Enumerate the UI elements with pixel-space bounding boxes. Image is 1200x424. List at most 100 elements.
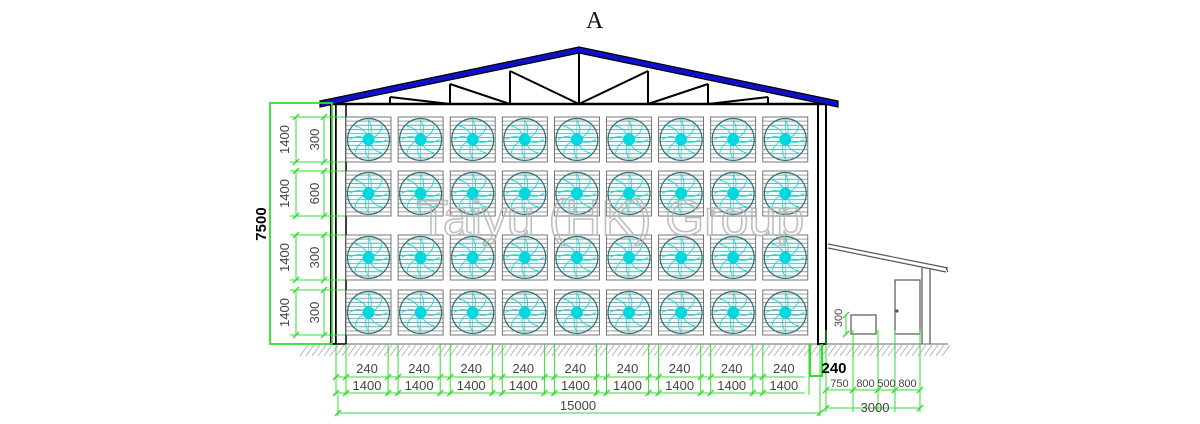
fan-hub bbox=[362, 306, 375, 319]
exhaust-fan bbox=[606, 170, 652, 217]
fan-hub bbox=[675, 251, 688, 264]
exhaust-fan bbox=[501, 116, 548, 163]
fan-hub bbox=[466, 251, 479, 264]
dimension-value: 240 bbox=[669, 361, 691, 376]
dimension-value: 1400 bbox=[457, 378, 486, 393]
exhaust-fan bbox=[501, 234, 548, 281]
exhaust-fan bbox=[397, 289, 444, 336]
dimension-value: 240 bbox=[617, 361, 639, 376]
fan-hub bbox=[362, 187, 375, 200]
fan-hub bbox=[779, 187, 792, 200]
dimension-value: 1400 bbox=[277, 298, 292, 327]
fan-hub bbox=[623, 187, 635, 200]
fan-hub bbox=[623, 251, 635, 264]
exhaust-fan bbox=[606, 234, 652, 281]
dimension-lines bbox=[269, 102, 924, 417]
exhaust-fan bbox=[449, 234, 496, 281]
exhaust-fan bbox=[345, 289, 392, 336]
fan-hub bbox=[779, 251, 792, 264]
fan-hub bbox=[414, 187, 427, 200]
fan-hub bbox=[466, 306, 479, 319]
fan-hub bbox=[414, 251, 427, 264]
annex-segment-value: 800 bbox=[898, 378, 916, 390]
exhaust-fan bbox=[397, 170, 444, 217]
dimension-value: 1400 bbox=[277, 125, 292, 154]
exhaust-fan bbox=[554, 170, 600, 217]
exhaust-fan bbox=[762, 170, 809, 217]
dimension-value: 1400 bbox=[353, 378, 382, 393]
exhaust-fan bbox=[554, 289, 600, 336]
fan-hub bbox=[570, 306, 583, 319]
watermark-text: Taiyu (HK) Group bbox=[418, 190, 804, 246]
exhaust-fan bbox=[501, 289, 548, 336]
dimension-value: 240 bbox=[356, 361, 378, 376]
exhaust-fan bbox=[710, 116, 757, 163]
exhaust-fan bbox=[449, 116, 496, 163]
dimension-value: 1400 bbox=[509, 378, 538, 393]
fan-grid bbox=[345, 116, 809, 336]
annex-door bbox=[894, 279, 921, 335]
fan-hub bbox=[414, 133, 427, 146]
dimension-value: 240 bbox=[721, 361, 743, 376]
dimension-value: 300 bbox=[307, 247, 322, 269]
fan-hub bbox=[727, 187, 740, 200]
exhaust-fan bbox=[658, 289, 704, 336]
fan-hub bbox=[779, 306, 792, 319]
exhaust-fan bbox=[762, 289, 809, 336]
dimension-value: 1400 bbox=[277, 243, 292, 272]
exhaust-fan bbox=[762, 234, 809, 281]
exhaust-fan bbox=[658, 170, 704, 217]
exhaust-fan bbox=[710, 289, 757, 336]
dimension-value: 600 bbox=[307, 183, 322, 205]
fan-hub bbox=[675, 306, 688, 319]
roof bbox=[319, 46, 839, 108]
dimension-value: 1400 bbox=[665, 378, 694, 393]
fan-hub bbox=[727, 306, 740, 319]
exhaust-fan bbox=[658, 234, 704, 281]
dimension-labels: 1400 300 1400 600 1400 300 1400 300 240 1400 240 14… bbox=[277, 125, 917, 393]
fan-hub bbox=[518, 133, 531, 146]
exhaust-fan bbox=[710, 170, 757, 217]
fan-hub bbox=[570, 251, 583, 264]
fan-hub bbox=[518, 251, 531, 264]
overall-height-label: 7500 bbox=[253, 207, 270, 240]
fan-hub bbox=[466, 187, 479, 200]
fan-hub bbox=[675, 187, 688, 200]
building-structure bbox=[319, 46, 839, 345]
overall-width-label: 15000 bbox=[560, 398, 596, 413]
dimension-value: 240 bbox=[565, 361, 587, 376]
ground-hatch bbox=[299, 343, 951, 357]
exhaust-fan bbox=[606, 289, 652, 336]
exhaust-fan bbox=[554, 116, 600, 163]
dimension-value: 1400 bbox=[405, 378, 434, 393]
view-label: A bbox=[586, 8, 604, 34]
fan-hub bbox=[414, 306, 427, 319]
fan-hub bbox=[623, 133, 635, 146]
annex-width-label: 3000 bbox=[861, 400, 890, 415]
dimension-value: 240 bbox=[512, 361, 534, 376]
fan-hub bbox=[362, 251, 375, 264]
roof-truss bbox=[389, 52, 769, 105]
fan-hub bbox=[570, 187, 583, 200]
dimension-value: 1400 bbox=[277, 179, 292, 208]
fan-hub bbox=[675, 133, 688, 146]
exhaust-fan bbox=[554, 234, 600, 281]
exhaust-fan bbox=[762, 116, 809, 163]
dimension-value: 300 bbox=[307, 129, 322, 151]
dimension-value: 1400 bbox=[561, 378, 590, 393]
exhaust-fan bbox=[449, 289, 496, 336]
exhaust-fan bbox=[345, 234, 392, 281]
exhaust-fan bbox=[345, 170, 392, 217]
fan-hub bbox=[623, 306, 635, 319]
fan-hub bbox=[727, 133, 740, 146]
fan-hub bbox=[779, 133, 792, 146]
dimension-value: 240 bbox=[460, 361, 482, 376]
exhaust-fan bbox=[658, 116, 704, 163]
dimension-value: 240 bbox=[408, 361, 430, 376]
fan-hub bbox=[727, 251, 740, 264]
dimension-value: 1400 bbox=[769, 378, 798, 393]
dimension-value: 300 bbox=[307, 302, 322, 324]
fan-hub bbox=[570, 133, 583, 146]
annex-segment-value: 750 bbox=[830, 378, 848, 390]
